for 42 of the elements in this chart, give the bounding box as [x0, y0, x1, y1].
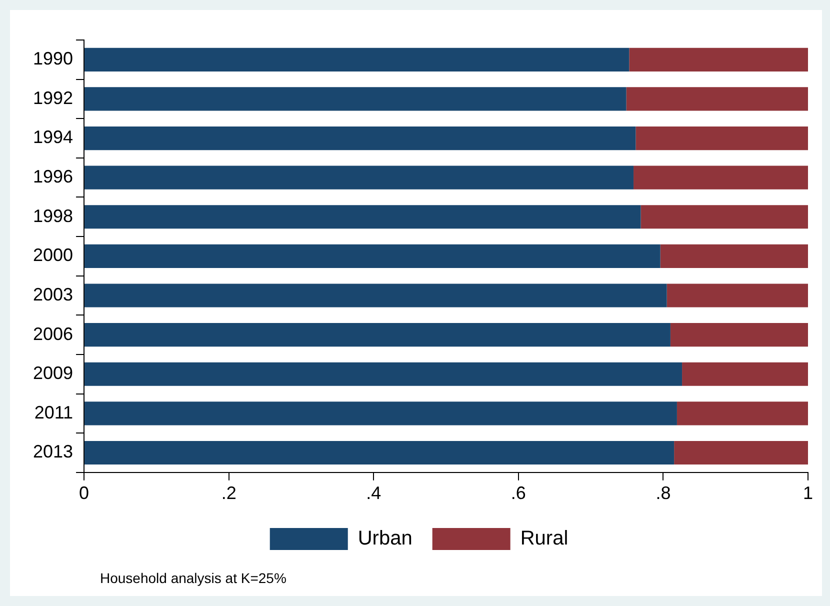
- bar: [634, 166, 808, 190]
- x-tick-label: .4: [366, 483, 382, 504]
- bar: [84, 87, 626, 111]
- bar: [640, 205, 808, 229]
- y-tick-label: 2003: [32, 284, 74, 304]
- bar: [84, 205, 641, 229]
- bar: [626, 87, 808, 111]
- y-tick-label: 1992: [32, 88, 74, 108]
- bar: [84, 244, 660, 268]
- y-tick-label: 2000: [32, 245, 74, 266]
- bar: [682, 362, 808, 386]
- y-tick-label: 1994: [32, 127, 74, 148]
- bar: [84, 166, 634, 190]
- y-tick-label: 1996: [32, 166, 74, 187]
- y-tick-label: 2011: [34, 402, 74, 422]
- bar: [670, 323, 808, 347]
- bar: [84, 284, 667, 308]
- x-tick-label: 0: [79, 483, 90, 504]
- bar: [84, 126, 636, 150]
- bar: [676, 402, 808, 426]
- bar: [84, 402, 677, 426]
- y-tick-label: 2006: [32, 324, 74, 344]
- bar: [84, 362, 682, 386]
- x-tick-label: .2: [221, 483, 236, 504]
- bar: [666, 284, 808, 308]
- bar: [84, 48, 630, 72]
- text: Household analysis at K=25%: [100, 570, 286, 586]
- y-tick-label: 1998: [32, 206, 74, 226]
- bar: [84, 440, 674, 465]
- x-tick-label: .6: [510, 483, 526, 504]
- y-tick-label: 2013: [32, 442, 74, 462]
- bar: [629, 48, 808, 72]
- y-tick-label: 2009: [32, 363, 74, 384]
- bar: [636, 126, 808, 150]
- legend-label: Rural: [520, 528, 568, 550]
- bar: [660, 244, 808, 268]
- legend-label: Urban: [358, 528, 412, 550]
- y-tick-label: 1990: [32, 48, 74, 69]
- x-tick-label: 1: [802, 483, 814, 504]
- bar: [674, 440, 808, 465]
- bar: [84, 323, 670, 347]
- x-tick-label: .8: [656, 483, 671, 504]
